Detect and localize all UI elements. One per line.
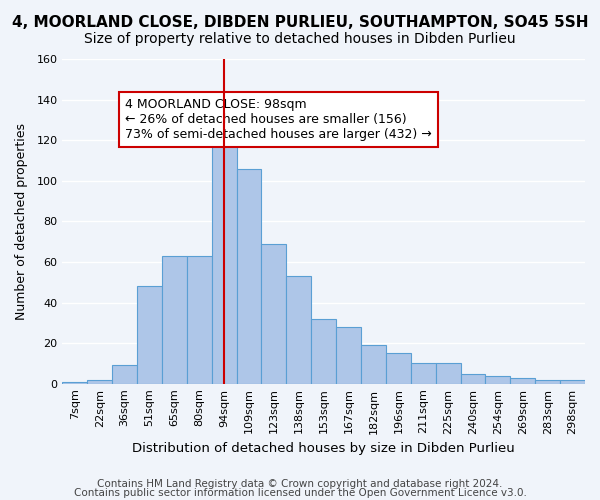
Bar [386, 353, 411, 384]
Bar [62, 382, 87, 384]
Bar [262, 244, 286, 384]
Bar [311, 318, 336, 384]
Bar [162, 256, 187, 384]
Bar [535, 380, 560, 384]
Bar [212, 142, 236, 384]
Bar [411, 364, 436, 384]
Bar [187, 256, 212, 384]
Text: Size of property relative to detached houses in Dibden Purlieu: Size of property relative to detached ho… [84, 32, 516, 46]
Text: 4, MOORLAND CLOSE, DIBDEN PURLIEU, SOUTHAMPTON, SO45 5SH: 4, MOORLAND CLOSE, DIBDEN PURLIEU, SOUTH… [12, 15, 588, 30]
Bar [361, 345, 386, 384]
Bar [87, 380, 112, 384]
Y-axis label: Number of detached properties: Number of detached properties [15, 123, 28, 320]
Bar [286, 276, 311, 384]
Bar [485, 376, 511, 384]
Bar [560, 380, 585, 384]
Bar [511, 378, 535, 384]
Bar [137, 286, 162, 384]
Text: Contains HM Land Registry data © Crown copyright and database right 2024.: Contains HM Land Registry data © Crown c… [97, 479, 503, 489]
Text: 4 MOORLAND CLOSE: 98sqm
← 26% of detached houses are smaller (156)
73% of semi-d: 4 MOORLAND CLOSE: 98sqm ← 26% of detache… [125, 98, 432, 141]
Text: Contains public sector information licensed under the Open Government Licence v3: Contains public sector information licen… [74, 488, 526, 498]
Bar [236, 168, 262, 384]
Bar [336, 327, 361, 384]
X-axis label: Distribution of detached houses by size in Dibden Purlieu: Distribution of detached houses by size … [132, 442, 515, 455]
Bar [112, 366, 137, 384]
Bar [436, 364, 461, 384]
Bar [461, 374, 485, 384]
